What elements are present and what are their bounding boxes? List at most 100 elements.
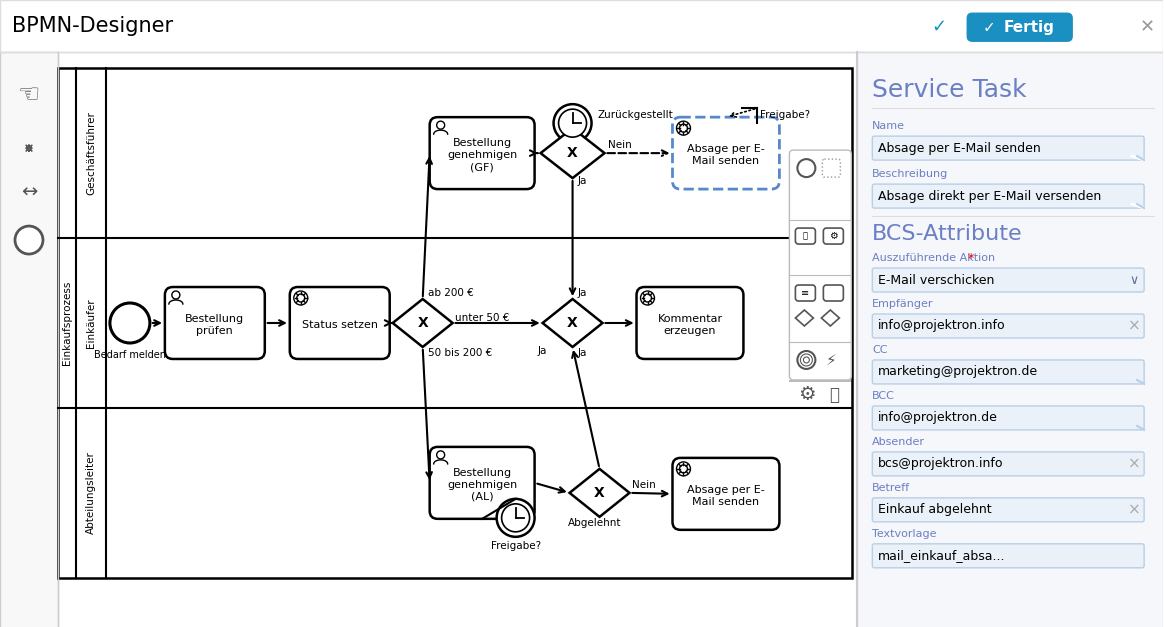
Circle shape [640, 291, 654, 305]
Text: ⚡: ⚡ [826, 352, 837, 367]
FancyBboxPatch shape [872, 184, 1144, 208]
Text: Mail senden: Mail senden [693, 497, 759, 507]
Text: Service Task: Service Task [872, 78, 1027, 102]
Text: genehmigen: genehmigen [447, 150, 517, 160]
Text: unter 50 €: unter 50 € [455, 313, 509, 323]
Text: BCS-Attribute: BCS-Attribute [872, 224, 1023, 244]
Text: Abgelehnt: Abgelehnt [568, 518, 622, 528]
Text: ×: × [1128, 319, 1141, 334]
Text: Nein: Nein [608, 140, 631, 150]
Text: Mail senden: Mail senden [693, 156, 759, 166]
Text: Absage per E-: Absage per E- [687, 485, 765, 495]
Circle shape [554, 104, 591, 142]
Text: Kommentar: Kommentar [658, 314, 723, 324]
Circle shape [497, 499, 534, 537]
Text: Status setzen: Status setzen [301, 320, 378, 330]
Text: bcs@projektron.info: bcs@projektron.info [879, 457, 1003, 470]
Text: ⚙: ⚙ [829, 231, 838, 241]
Text: ↔: ↔ [21, 182, 37, 202]
Polygon shape [569, 469, 630, 517]
FancyBboxPatch shape [637, 287, 744, 359]
Circle shape [803, 357, 809, 363]
Text: X: X [594, 486, 605, 500]
FancyBboxPatch shape [872, 406, 1144, 430]
Text: BCC: BCC [872, 391, 895, 401]
Text: ≡: ≡ [801, 288, 809, 298]
Text: E-Mail verschicken: E-Mail verschicken [879, 273, 995, 287]
FancyBboxPatch shape [872, 268, 1144, 292]
Text: ☜: ☜ [17, 83, 41, 107]
Circle shape [109, 303, 150, 343]
Text: *: * [964, 251, 974, 265]
Text: X: X [567, 146, 579, 160]
Text: ⚙: ⚙ [797, 386, 815, 404]
Text: genehmigen: genehmigen [447, 480, 517, 490]
FancyBboxPatch shape [165, 287, 264, 359]
Text: Ja: Ja [577, 176, 587, 186]
Text: Textvorlage: Textvorlage [872, 529, 937, 539]
Text: ×: × [1128, 456, 1141, 472]
Text: Beschreibung: Beschreibung [872, 169, 949, 179]
Text: Einkäufer: Einkäufer [86, 298, 95, 348]
Circle shape [680, 124, 688, 132]
Text: (GF): (GF) [470, 162, 494, 172]
Bar [0, 0, 1163, 52]
FancyBboxPatch shape [872, 314, 1144, 338]
Polygon shape [392, 299, 453, 347]
Text: ∨: ∨ [1129, 273, 1138, 287]
Text: prüfen: prüfen [197, 326, 233, 336]
Text: Geschäftsführer: Geschäftsführer [86, 111, 95, 195]
FancyBboxPatch shape [673, 117, 780, 189]
Circle shape [676, 462, 690, 476]
Text: Abteilungsleiter: Abteilungsleiter [86, 451, 95, 534]
Text: Freigabe?: Freigabe? [760, 110, 810, 120]
FancyBboxPatch shape [872, 360, 1144, 384]
FancyBboxPatch shape [967, 13, 1072, 41]
Text: Zurückgestellt: Zurückgestellt [597, 110, 673, 120]
Text: BPMN-Designer: BPMN-Designer [12, 16, 173, 36]
FancyBboxPatch shape [872, 452, 1144, 476]
Circle shape [644, 294, 652, 302]
Circle shape [797, 159, 815, 177]
FancyBboxPatch shape [430, 447, 534, 519]
FancyBboxPatch shape [823, 159, 840, 177]
Text: Absender: Absender [872, 437, 925, 447]
Text: Freigabe?: Freigabe? [490, 541, 540, 551]
Text: 50 bis 200 €: 50 bis 200 € [427, 348, 492, 358]
Bar [58, 68, 852, 578]
Bar [858, 52, 1163, 627]
Text: Bedarf melden: Bedarf melden [94, 350, 166, 360]
Text: Bestellung: Bestellung [453, 468, 512, 478]
Text: ×: × [1128, 502, 1141, 517]
Text: ✓: ✓ [931, 18, 946, 36]
FancyBboxPatch shape [789, 150, 851, 380]
Text: Absage per E-: Absage per E- [687, 144, 765, 154]
Circle shape [293, 291, 307, 305]
Text: Nein: Nein [632, 480, 655, 490]
Circle shape [436, 121, 445, 129]
Circle shape [559, 109, 587, 137]
Text: ✕: ✕ [1140, 18, 1155, 36]
FancyBboxPatch shape [795, 228, 815, 244]
Circle shape [801, 354, 812, 366]
Bar [789, 380, 851, 382]
FancyBboxPatch shape [430, 117, 534, 189]
Polygon shape [540, 128, 604, 178]
Text: ab 200 €: ab 200 € [427, 288, 474, 298]
Text: Absage per E-Mail senden: Absage per E-Mail senden [879, 142, 1041, 155]
Circle shape [680, 465, 688, 473]
FancyBboxPatch shape [872, 498, 1144, 522]
Text: Bestellung: Bestellung [185, 314, 244, 324]
Circle shape [436, 451, 445, 459]
Text: 👤: 👤 [803, 231, 808, 241]
Text: Einkauf abgelehnt: Einkauf abgelehnt [879, 503, 992, 517]
Circle shape [15, 226, 43, 254]
FancyBboxPatch shape [823, 285, 844, 301]
Text: Fertig: Fertig [1003, 19, 1055, 34]
Text: info@projektron.info: info@projektron.info [879, 320, 1006, 332]
Text: Auszuführende Aktion: Auszuführende Aktion [872, 253, 995, 263]
Text: Bestellung: Bestellung [453, 138, 512, 148]
Text: marketing@projektron.de: marketing@projektron.de [879, 366, 1038, 379]
Text: Einkaufsprozess: Einkaufsprozess [62, 281, 72, 365]
Text: Ja: Ja [538, 346, 547, 356]
